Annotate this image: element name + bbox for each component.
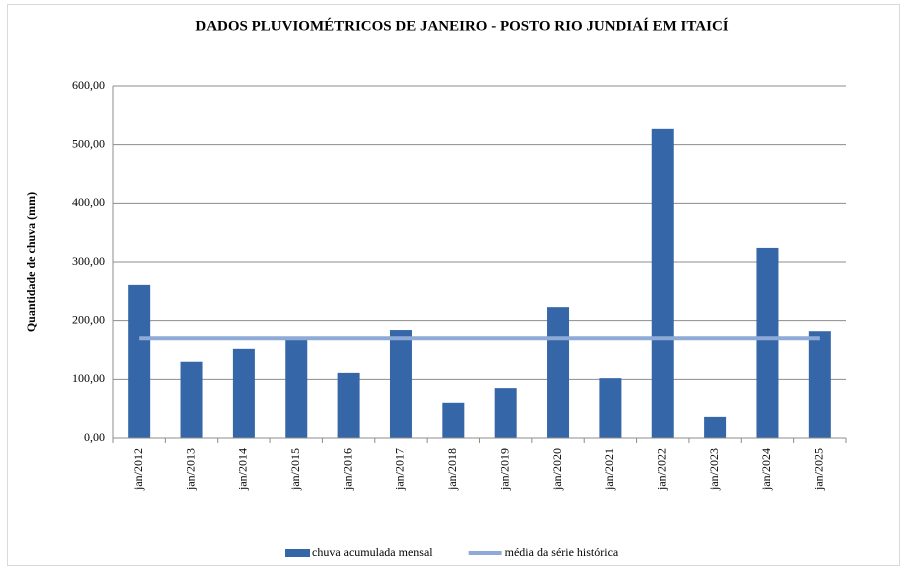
y-axis-title: Quantidade de chuva (mm) bbox=[24, 192, 38, 332]
legend-label: chuva acumulada mensal bbox=[312, 545, 433, 559]
bar bbox=[494, 388, 517, 438]
bar bbox=[599, 378, 622, 438]
y-tick-label: 0,00 bbox=[84, 430, 105, 444]
x-tick-label: jan/2014 bbox=[236, 448, 250, 491]
x-tick-label: jan/2016 bbox=[340, 448, 354, 491]
x-tick-label: jan/2017 bbox=[393, 448, 407, 491]
x-tick-label: jan/2019 bbox=[497, 448, 511, 491]
x-tick-label: jan/2025 bbox=[812, 448, 826, 491]
y-tick-label: 500,00 bbox=[72, 136, 105, 150]
x-tick-label: jan/2015 bbox=[288, 448, 302, 491]
x-tick-label: jan/2012 bbox=[131, 448, 145, 491]
y-tick-label: 600,00 bbox=[72, 78, 105, 92]
x-tick-label: jan/2023 bbox=[707, 448, 721, 491]
bar bbox=[128, 284, 151, 438]
bar bbox=[547, 307, 570, 438]
bar bbox=[651, 128, 674, 438]
x-tick-label: jan/2018 bbox=[445, 448, 459, 491]
y-tick-label: 200,00 bbox=[72, 312, 105, 326]
x-tick-label: jan/2022 bbox=[655, 448, 669, 491]
bar bbox=[285, 337, 308, 438]
legend-label: média da série histórica bbox=[505, 545, 619, 559]
x-tick-label: jan/2013 bbox=[183, 448, 197, 491]
x-tick-label: jan/2024 bbox=[759, 448, 773, 491]
bar bbox=[756, 247, 779, 438]
legend-swatch bbox=[285, 549, 310, 557]
y-tick-label: 400,00 bbox=[72, 195, 105, 209]
x-tick-label: jan/2021 bbox=[602, 448, 616, 491]
bar bbox=[337, 372, 360, 438]
bar bbox=[180, 361, 203, 438]
bar bbox=[442, 402, 465, 438]
bar bbox=[389, 330, 412, 438]
bar bbox=[232, 348, 255, 438]
y-tick-label: 300,00 bbox=[72, 254, 105, 268]
x-tick-label: jan/2020 bbox=[550, 448, 564, 491]
y-tick-label: 100,00 bbox=[72, 371, 105, 385]
bar bbox=[704, 416, 727, 438]
chart-title: DADOS PLUVIOMÉTRICOS DE JANEIRO - POSTO … bbox=[195, 17, 728, 34]
bar bbox=[808, 331, 831, 438]
chart-frame bbox=[7, 4, 900, 566]
